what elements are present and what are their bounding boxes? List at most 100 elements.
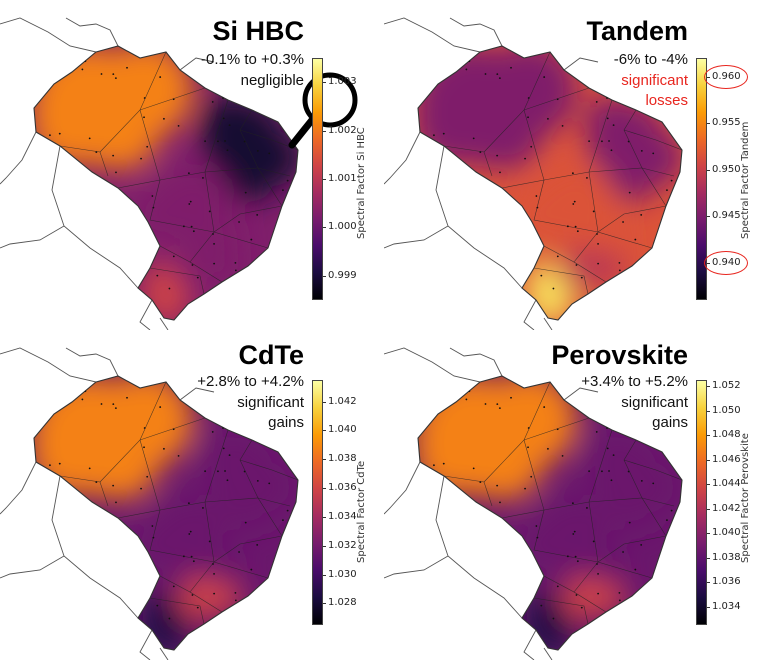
continent-border [449, 17, 503, 47]
station-dot [536, 536, 539, 539]
station-dot [467, 274, 469, 277]
colorbar-tick-label: 1.000 [328, 221, 357, 233]
highlight-circle [704, 250, 748, 275]
station-dot [575, 264, 578, 266]
note-label: significant [621, 394, 688, 411]
continent-border [543, 317, 553, 330]
station-dot [104, 268, 107, 271]
station-dot [640, 479, 643, 482]
station-dot [156, 604, 159, 607]
colorbar-tick-mark [323, 459, 326, 461]
station-dot [572, 203, 575, 205]
station-dot [191, 264, 194, 266]
station-dot [243, 140, 246, 143]
station-dot [524, 157, 526, 160]
station-dot [287, 249, 290, 252]
colorbar-tick-label: 1.036 [712, 576, 741, 588]
station-dot [637, 607, 640, 610]
colorbar-tick-label: 1.044 [712, 478, 741, 490]
station-dot [561, 454, 564, 457]
colorbar-tick-label: 1.002 [328, 124, 357, 136]
colorbar-tick-mark [323, 430, 326, 432]
station-dot [213, 262, 216, 265]
station-dot [152, 536, 155, 539]
continent-border [65, 347, 119, 377]
continent-border [0, 131, 37, 185]
station-dot [666, 189, 668, 192]
colorbar-tick-mark [323, 488, 326, 490]
station-dot [282, 519, 284, 522]
station-dot [42, 482, 44, 485]
station-dot [276, 96, 279, 99]
colorbar-tick-mark [707, 435, 710, 437]
station-dot [224, 470, 226, 472]
heatmap-blob-north [80, 90, 160, 170]
colorbar-tick-label: 1.040 [712, 527, 741, 539]
note-label: significant [237, 394, 304, 411]
station-dot [584, 72, 587, 75]
station-dot [572, 533, 575, 535]
chart-title: CdTe [238, 340, 305, 370]
station-dot [212, 233, 214, 235]
colorbar-tick-label: 1.046 [712, 453, 741, 465]
station-dot [49, 134, 51, 137]
station-dot [500, 288, 503, 291]
heatmap-blob-northeast [200, 96, 252, 148]
colorbar-tick-label: 1.042 [712, 502, 741, 514]
station-dot [627, 140, 630, 143]
colorbar [312, 380, 323, 625]
station-dot [634, 568, 637, 571]
station-dot [496, 403, 499, 406]
station-dot [426, 482, 428, 485]
station-dot [143, 427, 146, 429]
station-dot [669, 625, 672, 628]
colorbar-tick-mark [323, 545, 326, 547]
station-dot [640, 214, 643, 216]
station-dot [95, 151, 98, 154]
station-dot [556, 255, 559, 258]
station-dot [597, 572, 599, 575]
panel-perovskite: Perovskite +3.4% to +5.2% significant gains… [384, 330, 768, 660]
station-dot [238, 551, 240, 553]
station-dot [163, 117, 165, 120]
station-dot [213, 592, 216, 595]
station-dot [586, 177, 588, 179]
station-dot [88, 137, 91, 140]
station-dot [244, 191, 247, 194]
continent-border [159, 647, 169, 660]
state-border [149, 267, 205, 295]
continent-border [179, 57, 215, 71]
station-dot [501, 643, 503, 646]
station-dot [547, 117, 549, 120]
station-dot [59, 582, 62, 585]
station-dot [172, 428, 175, 431]
state-border [641, 497, 675, 507]
station-dot [143, 446, 145, 449]
chart-title: Tandem [586, 16, 688, 46]
station-dot [527, 97, 530, 99]
station-dot [552, 617, 555, 620]
station-dot [188, 533, 191, 535]
continent-border [139, 629, 153, 660]
station-dot [596, 233, 598, 235]
station-dot [510, 66, 512, 69]
station-dot [547, 447, 549, 450]
range-label: +2.8% to +4.2% [197, 373, 304, 390]
colorbar-tick-label: 1.048 [712, 429, 741, 441]
station-dot [234, 599, 237, 602]
station-dot [186, 388, 189, 391]
station-dot [442, 462, 445, 465]
continent-border [51, 475, 139, 619]
station-dot [126, 396, 128, 399]
map-svg [384, 17, 683, 330]
station-dot [481, 584, 484, 586]
country-border [33, 375, 299, 651]
station-dot [226, 149, 229, 152]
station-dot [618, 269, 621, 272]
colorbar-tick-mark [707, 557, 710, 559]
colorbar-tick-label: 1.030 [328, 568, 357, 580]
heatmap-blob-northeast [610, 484, 658, 532]
station-dot [488, 598, 491, 601]
station-dot [286, 112, 289, 115]
station-dot [570, 58, 573, 61]
